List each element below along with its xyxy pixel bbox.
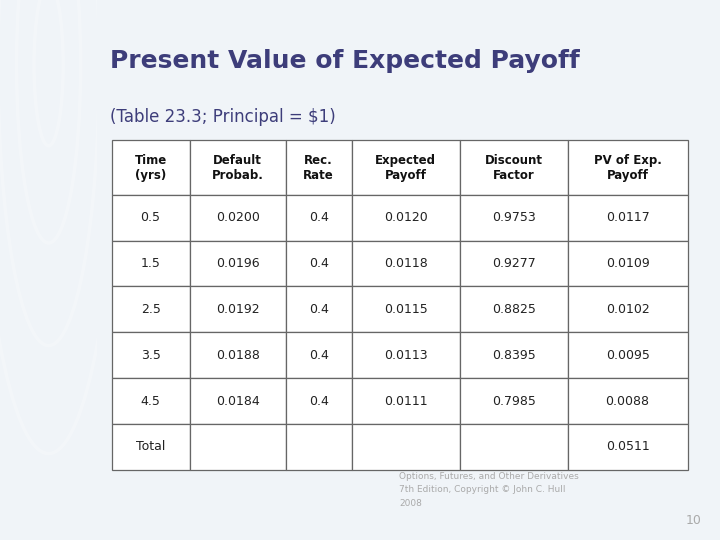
Bar xyxy=(189,378,286,424)
Text: 0.0120: 0.0120 xyxy=(384,211,428,224)
Bar xyxy=(351,286,459,332)
Text: 0.4: 0.4 xyxy=(309,303,328,316)
Text: 0.4: 0.4 xyxy=(309,395,328,408)
Text: 10: 10 xyxy=(685,514,701,526)
Text: 0.0088: 0.0088 xyxy=(606,395,649,408)
Text: 0.0200: 0.0200 xyxy=(216,211,259,224)
Bar xyxy=(112,195,189,241)
Bar xyxy=(351,332,459,378)
Text: PV of Exp.
Payoff: PV of Exp. Payoff xyxy=(594,153,662,181)
Text: 1.5: 1.5 xyxy=(140,257,161,270)
Text: Discount
Factor: Discount Factor xyxy=(485,153,543,181)
Bar xyxy=(567,286,688,332)
Bar xyxy=(112,424,189,470)
Text: 0.0196: 0.0196 xyxy=(216,257,259,270)
Text: 0.4: 0.4 xyxy=(309,257,328,270)
Bar xyxy=(567,424,688,470)
Text: 0.0188: 0.0188 xyxy=(216,349,259,362)
Bar xyxy=(567,378,688,424)
Text: 4.5: 4.5 xyxy=(140,395,161,408)
Bar xyxy=(112,332,189,378)
Text: 0.4: 0.4 xyxy=(309,349,328,362)
Text: Time
(yrs): Time (yrs) xyxy=(135,153,167,181)
Text: 0.0511: 0.0511 xyxy=(606,441,649,454)
Text: Rec.
Rate: Rec. Rate xyxy=(303,153,334,181)
Text: 0.4: 0.4 xyxy=(309,211,328,224)
Bar xyxy=(189,332,286,378)
Bar xyxy=(351,424,459,470)
Bar xyxy=(286,140,351,195)
Text: Total: Total xyxy=(136,441,166,454)
Bar xyxy=(459,140,567,195)
Text: 0.0102: 0.0102 xyxy=(606,303,649,316)
Bar xyxy=(459,332,567,378)
Bar xyxy=(351,241,459,286)
Bar xyxy=(567,195,688,241)
Text: 0.0111: 0.0111 xyxy=(384,395,428,408)
Text: 0.0118: 0.0118 xyxy=(384,257,428,270)
Bar xyxy=(351,378,459,424)
Bar xyxy=(286,286,351,332)
Bar xyxy=(189,195,286,241)
Bar xyxy=(351,140,459,195)
Text: 0.5: 0.5 xyxy=(140,211,161,224)
Text: 0.9277: 0.9277 xyxy=(492,257,536,270)
Text: 0.0113: 0.0113 xyxy=(384,349,428,362)
Text: Expected
Payoff: Expected Payoff xyxy=(375,153,436,181)
Text: Options, Futures, and Other Derivatives
7th Edition, Copyright © John C. Hull
20: Options, Futures, and Other Derivatives … xyxy=(400,472,579,508)
Text: 0.8825: 0.8825 xyxy=(492,303,536,316)
Bar xyxy=(286,424,351,470)
Text: 0.9753: 0.9753 xyxy=(492,211,536,224)
Text: 0.7985: 0.7985 xyxy=(492,395,536,408)
Bar xyxy=(459,241,567,286)
Bar xyxy=(459,286,567,332)
Text: 0.0192: 0.0192 xyxy=(216,303,259,316)
Bar xyxy=(286,195,351,241)
Bar xyxy=(459,424,567,470)
Bar xyxy=(459,195,567,241)
Bar xyxy=(112,286,189,332)
Bar xyxy=(459,378,567,424)
Text: 0.0109: 0.0109 xyxy=(606,257,649,270)
Text: 0.0115: 0.0115 xyxy=(384,303,428,316)
Text: 0.0184: 0.0184 xyxy=(216,395,259,408)
Bar xyxy=(567,140,688,195)
Bar xyxy=(189,241,286,286)
Bar xyxy=(189,286,286,332)
Bar xyxy=(286,332,351,378)
Text: 3.5: 3.5 xyxy=(140,349,161,362)
Text: 0.0095: 0.0095 xyxy=(606,349,649,362)
Bar xyxy=(351,195,459,241)
Bar xyxy=(112,140,189,195)
Text: 0.0117: 0.0117 xyxy=(606,211,649,224)
Text: Default
Probab.: Default Probab. xyxy=(212,153,264,181)
Bar xyxy=(286,378,351,424)
Bar xyxy=(189,424,286,470)
Bar xyxy=(112,241,189,286)
Text: 0.8395: 0.8395 xyxy=(492,349,536,362)
Bar xyxy=(567,332,688,378)
Text: 2.5: 2.5 xyxy=(140,303,161,316)
Bar xyxy=(567,241,688,286)
Text: (Table 23.3; Principal = $1): (Table 23.3; Principal = $1) xyxy=(109,108,336,126)
Bar xyxy=(112,378,189,424)
Text: Present Value of Expected Payoff: Present Value of Expected Payoff xyxy=(109,49,580,72)
Bar xyxy=(189,140,286,195)
Bar xyxy=(286,241,351,286)
